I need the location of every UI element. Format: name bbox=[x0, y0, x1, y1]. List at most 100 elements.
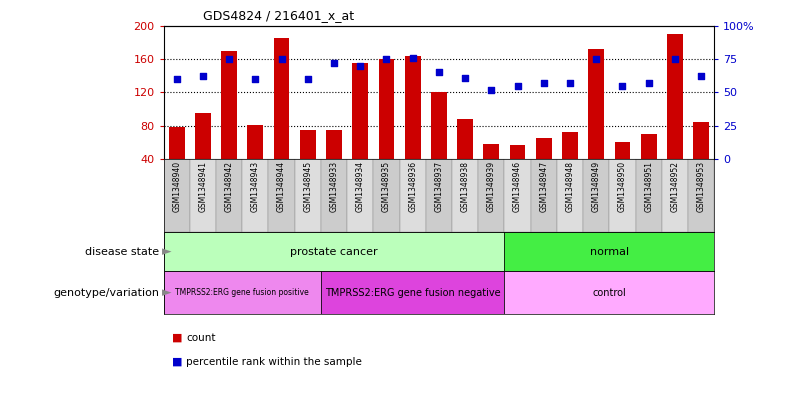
Text: disease state: disease state bbox=[85, 246, 160, 257]
Point bbox=[616, 83, 629, 89]
Text: prostate cancer: prostate cancer bbox=[290, 246, 377, 257]
Bar bbox=[510, 145, 525, 159]
Bar bbox=[478, 159, 504, 232]
Bar bbox=[531, 159, 557, 232]
Bar bbox=[347, 159, 373, 232]
Text: GSM1348935: GSM1348935 bbox=[382, 162, 391, 213]
Text: GSM1348953: GSM1348953 bbox=[697, 162, 705, 213]
Bar bbox=[504, 232, 714, 271]
Bar bbox=[562, 132, 578, 159]
Text: GSM1348948: GSM1348948 bbox=[566, 162, 575, 212]
Point bbox=[328, 60, 341, 66]
Text: GSM1348937: GSM1348937 bbox=[434, 162, 444, 213]
Point bbox=[275, 56, 288, 62]
Bar bbox=[688, 159, 714, 232]
Bar bbox=[300, 130, 316, 159]
Point bbox=[354, 62, 366, 69]
Bar bbox=[321, 159, 347, 232]
Bar bbox=[294, 159, 321, 232]
Bar bbox=[326, 130, 342, 159]
Bar bbox=[190, 159, 216, 232]
Bar bbox=[274, 38, 290, 159]
Point bbox=[695, 73, 708, 79]
Bar bbox=[583, 159, 610, 232]
Text: GSM1348949: GSM1348949 bbox=[592, 162, 601, 213]
Text: GSM1348933: GSM1348933 bbox=[330, 162, 338, 213]
Text: control: control bbox=[592, 288, 626, 298]
Bar bbox=[164, 271, 321, 314]
Point bbox=[170, 76, 183, 82]
Bar bbox=[353, 63, 368, 159]
Bar bbox=[247, 125, 263, 159]
Point bbox=[669, 56, 681, 62]
Point bbox=[302, 76, 314, 82]
Bar bbox=[405, 57, 421, 159]
Text: count: count bbox=[186, 333, 215, 343]
Text: GSM1348951: GSM1348951 bbox=[644, 162, 653, 212]
Point bbox=[563, 80, 576, 86]
Point bbox=[223, 56, 235, 62]
Text: GSM1348946: GSM1348946 bbox=[513, 162, 522, 213]
Text: GSM1348941: GSM1348941 bbox=[199, 162, 207, 212]
Point bbox=[459, 75, 472, 81]
Point bbox=[642, 80, 655, 86]
Bar bbox=[667, 34, 683, 159]
Bar bbox=[504, 271, 714, 314]
Bar bbox=[588, 49, 604, 159]
Bar bbox=[243, 159, 268, 232]
Text: ►: ► bbox=[162, 286, 172, 299]
Bar bbox=[221, 51, 237, 159]
Text: GDS4824 / 216401_x_at: GDS4824 / 216401_x_at bbox=[203, 9, 354, 22]
Bar bbox=[457, 119, 473, 159]
Bar bbox=[431, 92, 447, 159]
Point bbox=[433, 69, 445, 75]
Bar bbox=[610, 159, 635, 232]
Bar bbox=[169, 127, 184, 159]
Text: ■: ■ bbox=[172, 333, 182, 343]
Bar bbox=[557, 159, 583, 232]
Text: TMPRSS2:ERG gene fusion positive: TMPRSS2:ERG gene fusion positive bbox=[176, 288, 309, 297]
Bar bbox=[662, 159, 688, 232]
Text: genotype/variation: genotype/variation bbox=[53, 288, 160, 298]
Bar bbox=[164, 232, 504, 271]
Bar bbox=[164, 159, 190, 232]
Text: GSM1348952: GSM1348952 bbox=[670, 162, 679, 212]
Text: GSM1348939: GSM1348939 bbox=[487, 162, 496, 213]
Text: normal: normal bbox=[590, 246, 629, 257]
Bar bbox=[400, 159, 426, 232]
Text: GSM1348947: GSM1348947 bbox=[539, 162, 548, 213]
Text: GSM1348945: GSM1348945 bbox=[303, 162, 312, 213]
Text: GSM1348942: GSM1348942 bbox=[225, 162, 234, 212]
Bar bbox=[504, 159, 531, 232]
Text: GSM1348944: GSM1348944 bbox=[277, 162, 286, 213]
Text: ►: ► bbox=[162, 245, 172, 258]
Bar bbox=[614, 142, 630, 159]
Point bbox=[249, 76, 262, 82]
Text: GSM1348940: GSM1348940 bbox=[172, 162, 181, 213]
Text: GSM1348943: GSM1348943 bbox=[251, 162, 260, 213]
Text: TMPRSS2:ERG gene fusion negative: TMPRSS2:ERG gene fusion negative bbox=[325, 288, 500, 298]
Bar bbox=[635, 159, 662, 232]
Point bbox=[512, 83, 524, 89]
Point bbox=[590, 56, 602, 62]
Point bbox=[380, 56, 393, 62]
Bar bbox=[268, 159, 294, 232]
Bar bbox=[373, 159, 400, 232]
Bar bbox=[216, 159, 243, 232]
Text: ■: ■ bbox=[172, 356, 182, 367]
Bar bbox=[536, 138, 551, 159]
Bar bbox=[195, 113, 211, 159]
Text: percentile rank within the sample: percentile rank within the sample bbox=[186, 356, 361, 367]
Bar bbox=[321, 271, 504, 314]
Bar bbox=[426, 159, 452, 232]
Point bbox=[537, 80, 550, 86]
Point bbox=[196, 73, 209, 79]
Bar bbox=[378, 59, 394, 159]
Text: GSM1348936: GSM1348936 bbox=[409, 162, 417, 213]
Text: GSM1348950: GSM1348950 bbox=[618, 162, 627, 213]
Text: GSM1348934: GSM1348934 bbox=[356, 162, 365, 213]
Point bbox=[406, 55, 419, 61]
Text: GSM1348938: GSM1348938 bbox=[460, 162, 469, 212]
Bar bbox=[452, 159, 478, 232]
Bar bbox=[641, 134, 657, 159]
